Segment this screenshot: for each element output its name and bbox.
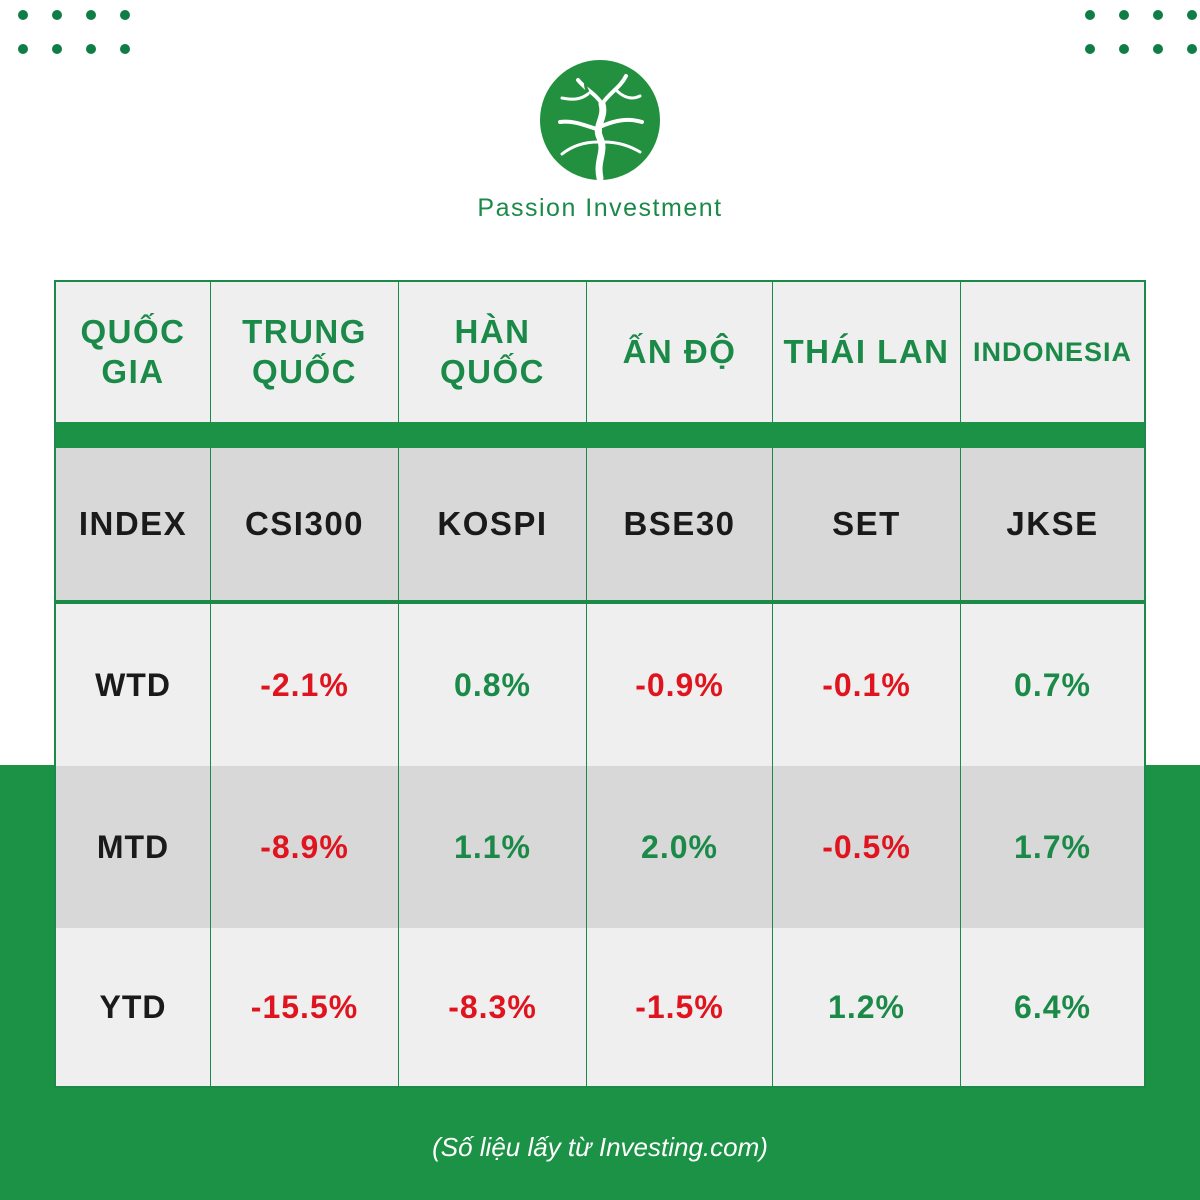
index-csi300: CSI300 [211,448,399,600]
decorative-dots-right [1085,10,1200,78]
table-row-wtd: WTD -2.1% 0.8% -0.9% -0.1% 0.7% [56,604,1144,766]
table-header-row: QUỐC GIA TRUNG QUỐC HÀN QUỐC ẤN ĐỘ THÁI … [56,282,1144,422]
header-thailand: THÁI LAN [773,282,961,422]
index-performance-table: QUỐC GIA TRUNG QUỐC HÀN QUỐC ẤN ĐỘ THÁI … [54,280,1146,1088]
header-korea: HÀN QUỐC [399,282,587,422]
value-cell: 2.0% [587,766,773,928]
value-cell: 0.8% [399,604,587,766]
value-cell: -2.1% [211,604,399,766]
value-cell: 1.1% [399,766,587,928]
decorative-dots-left [18,10,154,78]
value-cell: -0.1% [773,604,961,766]
row-label: YTD [56,928,211,1086]
value-cell: 1.7% [1014,828,1091,865]
index-jkse: JKSE [1006,505,1099,542]
index-set: SET [773,448,961,600]
value-cell: 1.2% [773,928,961,1086]
header-country: QUỐC GIA [56,282,211,422]
value-cell: -1.5% [587,928,773,1086]
index-label: INDEX [56,448,211,600]
index-row: INDEX CSI300 KOSPI BSE30 SET JKSE [56,448,1144,604]
value-cell: 6.4% [1014,988,1091,1025]
value-cell: -15.5% [211,928,399,1086]
index-kospi: KOSPI [399,448,587,600]
tree-logo-icon [540,60,660,180]
header-india: ẤN ĐỘ [587,282,773,422]
value-cell: -0.9% [587,604,773,766]
source-note: (Số liệu lấy từ Investing.com) [432,1132,768,1162]
value-cell: 0.7% [1014,666,1091,703]
value-cell: -8.9% [211,766,399,928]
header-divider-band [56,422,1144,448]
header-china: TRUNG QUỐC [211,282,399,422]
brand-name: Passion Investment [477,194,723,222]
value-cell: -0.5% [773,766,961,928]
header-indonesia: INDONESIA [972,337,1133,367]
row-label: MTD [56,766,211,928]
row-label: WTD [56,604,211,766]
table-row-mtd: MTD -8.9% 1.1% 2.0% -0.5% 1.7% [56,766,1144,928]
table-row-ytd: YTD -15.5% -8.3% -1.5% 1.2% 6.4% [56,928,1144,1086]
value-cell: -8.3% [399,928,587,1086]
index-bse30: BSE30 [587,448,773,600]
